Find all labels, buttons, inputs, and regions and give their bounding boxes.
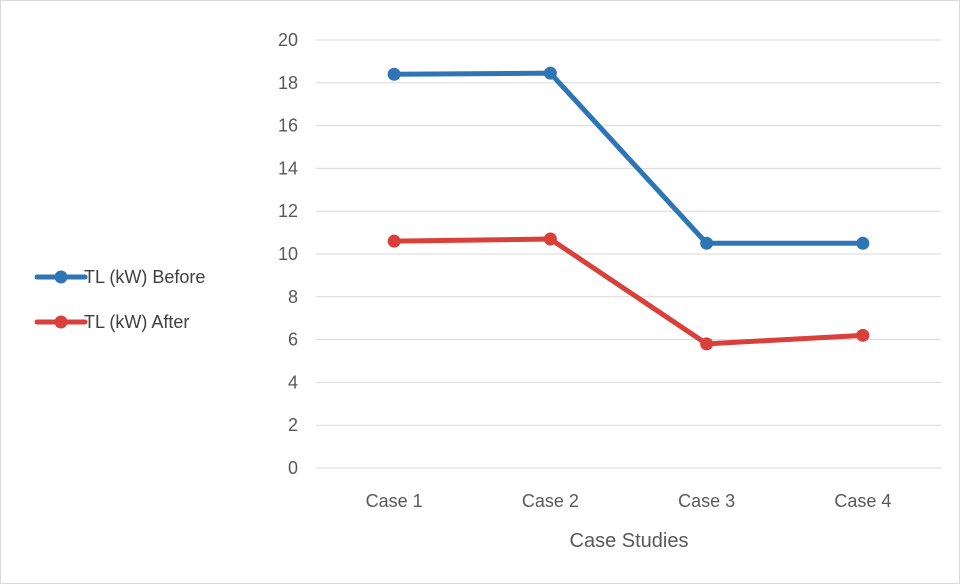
x-tick-label: Case 3 (678, 491, 735, 511)
y-tick-label: 16 (278, 116, 298, 136)
y-tick-label: 4 (288, 372, 298, 392)
series-line (391, 70, 866, 246)
data-point (700, 236, 714, 250)
x-tick-label: Case 1 (366, 491, 423, 511)
series-before (387, 66, 870, 250)
y-tick-label: 14 (278, 158, 298, 178)
legend-label: TL (kW) After (84, 312, 189, 332)
x-tick-label: Case 2 (522, 491, 579, 511)
y-tick-label: 6 (288, 330, 298, 350)
legend-marker (54, 315, 68, 329)
data-point (387, 234, 401, 248)
y-tick-label: 10 (278, 244, 298, 264)
series-lines (387, 66, 870, 351)
gridlines (316, 39, 941, 469)
y-tick-label: 8 (288, 287, 298, 307)
data-point (387, 67, 401, 81)
y-tick-label: 2 (288, 415, 298, 435)
data-point (700, 337, 714, 351)
series-line (391, 236, 866, 347)
y-tick-label: 18 (278, 73, 298, 93)
y-tick-label: 0 (288, 458, 298, 478)
x-tick-label: Case 4 (834, 491, 891, 511)
x-axis-tick-labels: Case 1 Case 2 Case 3 Case 4 (366, 491, 892, 511)
x-axis-title: Case Studies (570, 530, 689, 552)
data-point (543, 232, 557, 246)
data-point (856, 328, 870, 342)
series-after (387, 232, 870, 351)
y-tick-label: 20 (278, 30, 298, 50)
legend-label: TL (kW) Before (84, 267, 205, 287)
y-axis-tick-labels: 0 2 4 6 8 10 12 14 16 18 20 (278, 30, 298, 478)
legend-marker (54, 270, 68, 284)
legend[interactable]: TL (kW) Before TL (kW) After (34, 267, 205, 332)
data-point (543, 66, 557, 80)
legend-item[interactable]: TL (kW) Before (34, 267, 205, 287)
legend-item[interactable]: TL (kW) After (34, 312, 189, 332)
data-point (856, 236, 870, 250)
y-tick-label: 12 (278, 201, 298, 221)
